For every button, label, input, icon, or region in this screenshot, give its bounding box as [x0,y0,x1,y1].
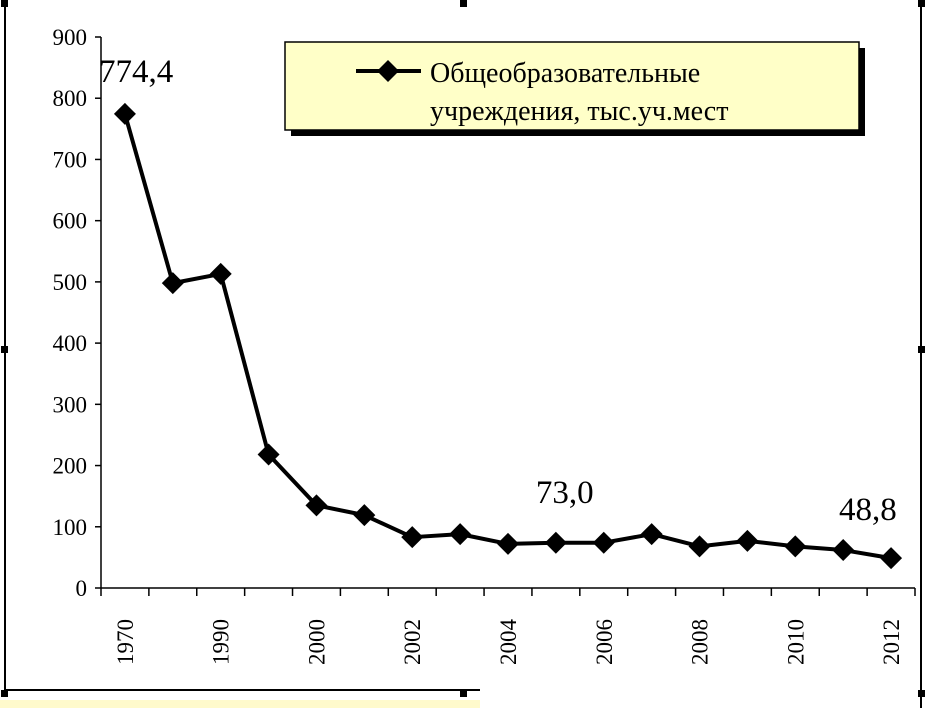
x-tick-label: 2004 [496,619,521,666]
x-tick-label: 2000 [304,619,329,665]
data-point-marker [353,504,376,527]
data-point-marker [736,529,759,552]
legend-marker-diamond [377,60,399,82]
data-point-marker [257,443,280,466]
data-point-marker [640,523,663,546]
data-point-marker [544,531,567,554]
data-point-marker [592,531,615,554]
data-label: 48,8 [839,492,897,528]
x-tick-label: 2010 [783,619,808,665]
legend-label-line-1: Общеобразовательные [430,58,700,89]
data-point-marker [161,272,184,295]
data-label: 774,4 [99,54,173,90]
x-tick-label: 1970 [113,619,138,665]
data-point-marker [305,494,328,517]
y-tick-label: 700 [53,147,88,172]
y-tick-label: 300 [53,392,88,417]
data-point-marker [688,535,711,558]
legend-label: Общеобразовательные учреждения, тыс.уч.м… [430,58,728,127]
data-point-marker [832,539,855,562]
axes [100,37,915,589]
legend-label-line-2: учреждения, тыс.уч.мест [430,96,728,127]
data-labels: 774,4 73,0 48,8 [99,54,897,528]
data-point-marker [784,535,807,558]
data-point-marker [209,262,232,285]
data-point-marker [880,547,903,570]
y-tick-label: 500 [53,270,88,295]
y-tick-label: 200 [53,454,88,479]
data-label: 73,0 [536,475,594,511]
y-tick-label: 900 [53,25,88,50]
y-tick-label: 600 [53,209,88,234]
y-tick-label: 0 [76,576,88,601]
y-axis-ticks: 0 100 200 300 400 500 600 700 800 900 [53,25,101,601]
x-tick-label: 2012 [879,619,904,665]
series-line [123,113,892,561]
legend-box [284,41,860,131]
x-tick-label: 2006 [592,619,617,665]
x-tick-label: 1990 [209,619,234,665]
x-tick-label: 2002 [400,619,425,665]
data-point-marker [449,523,472,546]
bottom-strip [0,700,480,708]
y-tick-label: 100 [53,515,88,540]
series-layer [113,102,903,570]
legend: Общеобразовательные учреждения, тыс.уч.м… [284,41,865,136]
data-point-marker [497,532,519,555]
x-tick-label: 2008 [688,619,713,665]
data-point-marker [401,526,424,549]
data-point-marker [113,102,136,125]
y-tick-label: 400 [53,331,88,356]
x-axis-ticks: 1970 1990 2000 2002 2004 2006 2008 2010 2012 [100,588,916,666]
y-tick-label: 800 [53,86,88,111]
